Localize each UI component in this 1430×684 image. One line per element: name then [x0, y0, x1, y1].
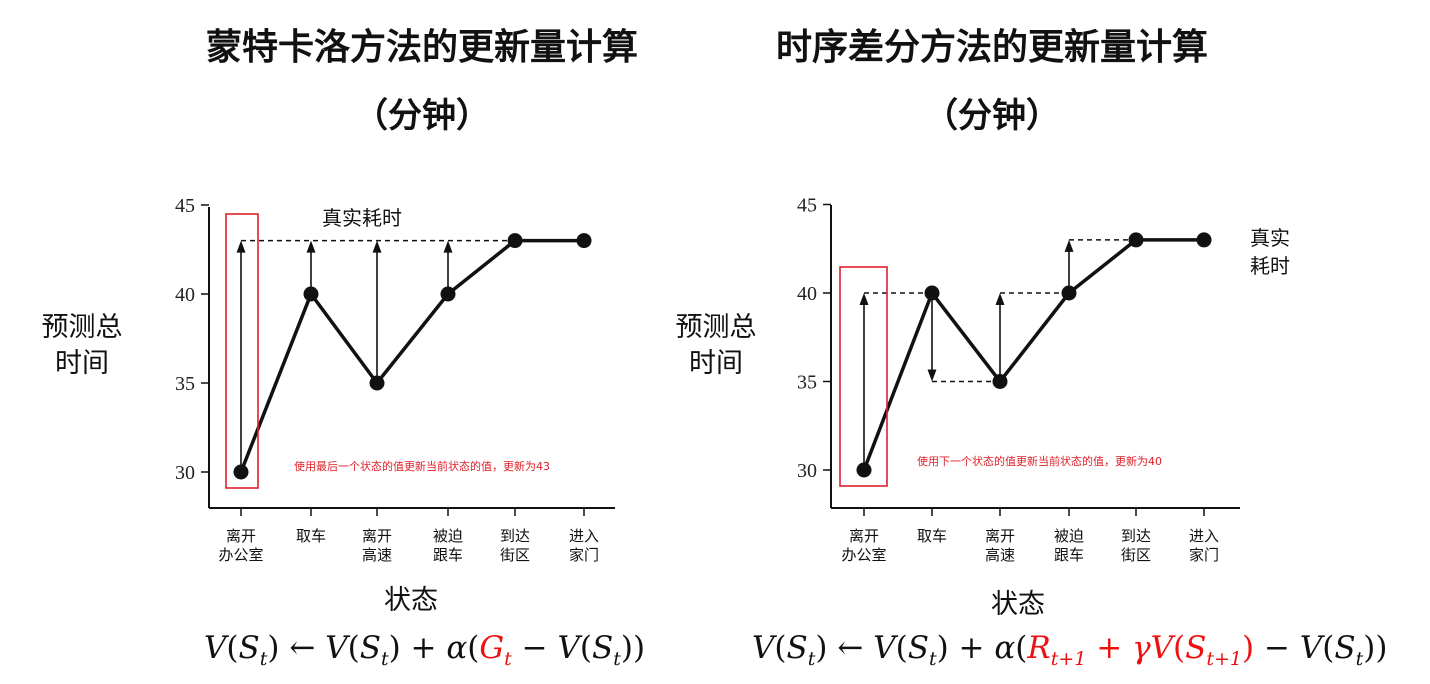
right-y-ticks: 30 35 40 45 — [797, 195, 831, 482]
right-data-point — [1196, 232, 1212, 248]
right-dashed-targets — [864, 239, 1136, 383]
right-data-point — [1061, 285, 1077, 301]
right-category-label: 办公室 — [841, 546, 886, 564]
right-update-arrow-head — [995, 293, 1005, 305]
left-data-point — [303, 286, 319, 302]
right-series-line — [862, 238, 1204, 471]
left-ytick-label: 35 — [175, 373, 195, 395]
left-update-arrow-head — [306, 240, 316, 253]
left-update-arrow-head — [372, 240, 382, 253]
left-annotation: 真实耗时 — [322, 206, 402, 230]
right-category-label: 离开 — [985, 527, 1015, 545]
left-y-axis-label: 预测总 时间 — [22, 310, 142, 382]
right-category-label: 家门 — [1189, 546, 1219, 564]
right-ylabel-line1: 预测总 — [675, 312, 757, 343]
left-category-label: 家门 — [569, 546, 599, 564]
left-data-point — [233, 464, 249, 480]
right-data-point — [1128, 232, 1144, 248]
left-data-point — [440, 286, 456, 302]
right-y-axis-label: 预测总 时间 — [656, 310, 776, 382]
right-update-arrow-head — [927, 369, 937, 382]
left-category-label: 离开 — [226, 527, 256, 545]
left-ylabel-line1: 预测总 — [41, 312, 123, 343]
right-x-axis-label: 状态 — [991, 589, 1045, 620]
right-ytick-label: 45 — [797, 195, 817, 217]
left-update-arrow — [236, 240, 246, 472]
right-category-label: 取车 — [917, 527, 947, 545]
left-data-point — [369, 375, 385, 391]
right-series-points — [856, 232, 1212, 478]
left-update-arrow-head — [236, 240, 246, 253]
right-update-arrow — [995, 293, 1005, 382]
left-series-line — [239, 238, 584, 473]
left-formula: V(St) ← V(St) + α(Gt − V(St)) — [204, 630, 646, 671]
left-update-arrow — [443, 240, 453, 294]
right-ytick-label: 35 — [797, 372, 817, 394]
left-x-axis-label: 状态 — [384, 585, 438, 616]
right-update-arrow — [859, 293, 869, 470]
left-category-label: 离开 — [362, 527, 392, 545]
left-category-label: 进入 — [569, 527, 599, 545]
left-subtitle: （分钟） — [354, 96, 490, 136]
right-ylabel-line2: 时间 — [689, 348, 743, 379]
left-update-arrow — [372, 240, 382, 383]
left-category-label: 办公室 — [218, 546, 263, 564]
left-update-arrow — [306, 240, 316, 294]
right-update-arrow-head — [859, 293, 869, 305]
right-subtitle: （分钟） — [924, 96, 1060, 136]
left-ytick-label: 40 — [175, 284, 195, 306]
left-category-label: 跟车 — [433, 546, 463, 564]
left-y-ticks: 30 35 40 45 — [175, 195, 209, 484]
right-update-arrows — [859, 239, 1074, 470]
right-ytick-label: 30 — [797, 460, 817, 482]
left-data-point — [576, 233, 592, 249]
left-data-point — [507, 233, 523, 249]
right-highlight-box — [839, 266, 888, 487]
right-annotation-line2: 耗时 — [1250, 254, 1290, 278]
left-category-label: 街区 — [500, 546, 530, 564]
left-title: 蒙特卡洛方法的更新量计算 — [205, 27, 638, 68]
left-category-label: 高速 — [362, 546, 392, 564]
right-data-point — [856, 462, 872, 478]
left-category-label: 被迫 — [433, 527, 463, 545]
left-category-label: 到达 — [500, 527, 530, 545]
right-category-label: 离开 — [849, 527, 879, 545]
right-update-arrow-head — [1064, 239, 1074, 252]
left-update-arrows — [236, 240, 453, 472]
right-title: 时序差分方法的更新量计算 — [775, 27, 1208, 68]
left-ytick-label: 30 — [175, 462, 195, 484]
right-category-label: 跟车 — [1054, 546, 1084, 564]
right-ytick-label: 40 — [797, 283, 817, 305]
right-category-label: 到达 — [1121, 527, 1151, 545]
left-ytick-label: 45 — [175, 195, 195, 217]
right-formula: V(St) ← V(St) + α(Rt+1 + γV(St+1) − V(St… — [752, 630, 1388, 671]
right-note: 使用下一个状态的值更新当前状态的值，更新为40 — [917, 454, 1162, 468]
left-series-points — [233, 233, 592, 480]
right-data-point — [992, 374, 1008, 389]
left-category-label: 取车 — [296, 527, 326, 545]
right-data-point — [924, 285, 940, 301]
left-highlight-box — [225, 213, 259, 489]
right-category-label: 高速 — [985, 546, 1015, 564]
right-category-label: 进入 — [1189, 527, 1219, 545]
right-category-label: 街区 — [1121, 546, 1151, 564]
left-ylabel-line2: 时间 — [55, 348, 109, 379]
right-update-arrow — [927, 293, 937, 382]
right-annotation-line1: 真实 — [1250, 226, 1290, 250]
left-note: 使用最后一个状态的值更新当前状态的值，更新为43 — [294, 459, 550, 473]
left-update-arrow-head — [443, 240, 453, 253]
right-category-label: 被迫 — [1054, 527, 1084, 545]
right-update-arrow — [1064, 239, 1074, 293]
